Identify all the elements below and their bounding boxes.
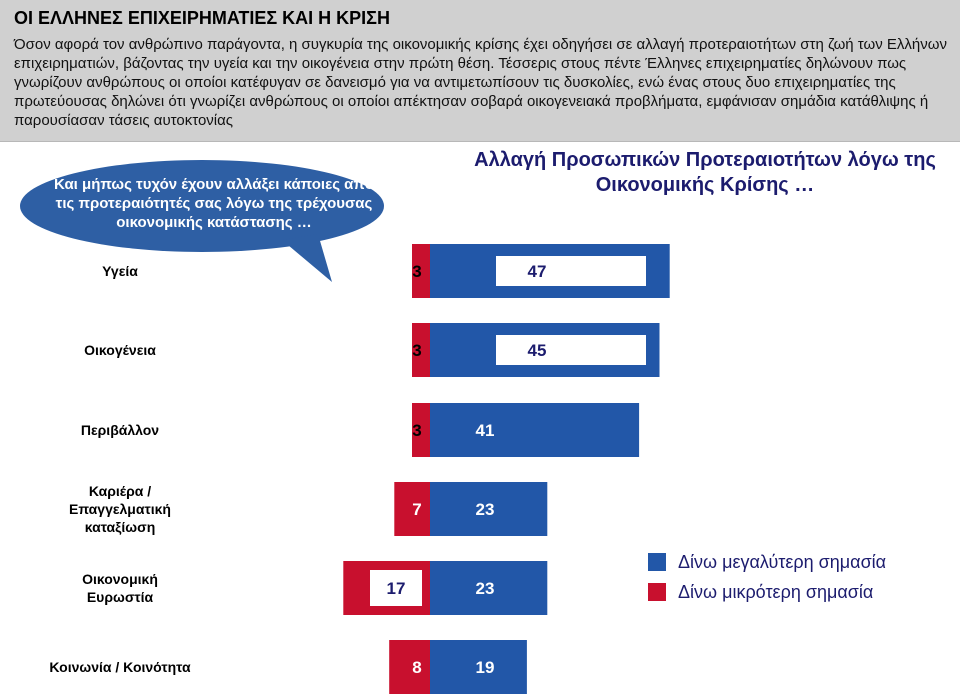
bar-more-3 — [430, 482, 548, 536]
category-label-1: Οικογένεια — [84, 342, 156, 358]
more-value-label-3: 23 — [476, 500, 495, 519]
intro-sentence-2: Τέσσερις στους πέντε Έλληνες επιχειρηματ… — [14, 55, 929, 129]
category-label-5: Κοινωνία / Κοινότητα — [49, 659, 191, 675]
intro-text: Όσον αφορά τον ανθρώπινο παράγοντα, η συ… — [14, 35, 949, 130]
bar-less-2 — [412, 403, 430, 457]
legend-label-more: Δίνω μεγαλύτερη σημασία — [678, 551, 887, 572]
more-value-label-2: 41 — [476, 421, 495, 440]
speech-bubble-body — [20, 160, 384, 252]
legend-swatch-more — [648, 553, 666, 571]
legend-label-less: Δίνω μικρότερη σημασία — [678, 581, 874, 602]
bar-more-4 — [430, 561, 548, 615]
more-value-label-0: 47 — [528, 262, 547, 281]
more-value-label-1: 45 — [528, 341, 547, 360]
speech-bubble — [20, 160, 384, 282]
chart-legend: Δίνω μεγαλύτερη σημασία Δίνω μικρότερη σ… — [648, 547, 886, 607]
more-value-label-4: 23 — [476, 579, 495, 598]
legend-item-less: Δίνω μικρότερη σημασία — [648, 577, 886, 607]
less-value-label-0: 3 — [412, 262, 421, 281]
less-value-label-3: 7 — [412, 500, 421, 519]
more-value-label-5: 19 — [476, 658, 495, 677]
less-value-label-4: 17 — [387, 579, 406, 598]
page-title: ΟΙ ΕΛΛΗΝΕΣ ΕΠΙΧΕΙΡΗΜΑΤΙΕΣ ΚΑΙ Η ΚΡΙΣΗ — [14, 8, 390, 28]
category-label-3: Καριέρα / Επαγγελματική καταξίωση — [69, 483, 171, 535]
bar-more-5 — [430, 640, 527, 694]
more-value-box-0 — [496, 256, 646, 286]
less-value-box-4 — [370, 570, 422, 606]
bar-less-5 — [389, 640, 430, 694]
bar-more-2 — [430, 403, 640, 457]
intro-paragraph: Όσον αφορά τον ανθρώπινο παράγοντα, η συ… — [14, 35, 949, 130]
chart-title: Αλλαγή Προσωπικών Προτεραιοτήτων λόγω τη… — [474, 149, 936, 196]
less-value-label-2: 3 — [412, 421, 421, 440]
category-label-0: Υγεία — [102, 263, 138, 279]
speech-bubble-tail — [282, 234, 332, 282]
category-label-4: Οικονομική Ευρωστία — [82, 571, 158, 605]
header-panel: ΟΙ ΕΛΛΗΝΕΣ ΕΠΙΧΕΙΡΗΜΑΤΙΕΣ ΚΑΙ Η ΚΡΙΣΗ Όσ… — [0, 0, 960, 142]
less-value-label-1: 3 — [412, 341, 421, 360]
bar-less-0 — [412, 244, 430, 298]
more-value-box-1 — [496, 335, 646, 365]
intro-sentence-1: Όσον αφορά τον ανθρώπινο παράγοντα, η συ… — [14, 36, 947, 72]
category-label-2: Περιβάλλον — [81, 422, 159, 438]
bubble-question: Και μήπως τυχόν έχουν αλλάξει κάποιες απ… — [53, 176, 375, 231]
legend-item-more: Δίνω μεγαλύτερη σημασία — [648, 547, 886, 577]
legend-swatch-less — [648, 583, 666, 601]
bar-less-3 — [394, 482, 430, 536]
less-value-label-5: 8 — [412, 658, 421, 677]
bar-less-1 — [412, 323, 430, 377]
